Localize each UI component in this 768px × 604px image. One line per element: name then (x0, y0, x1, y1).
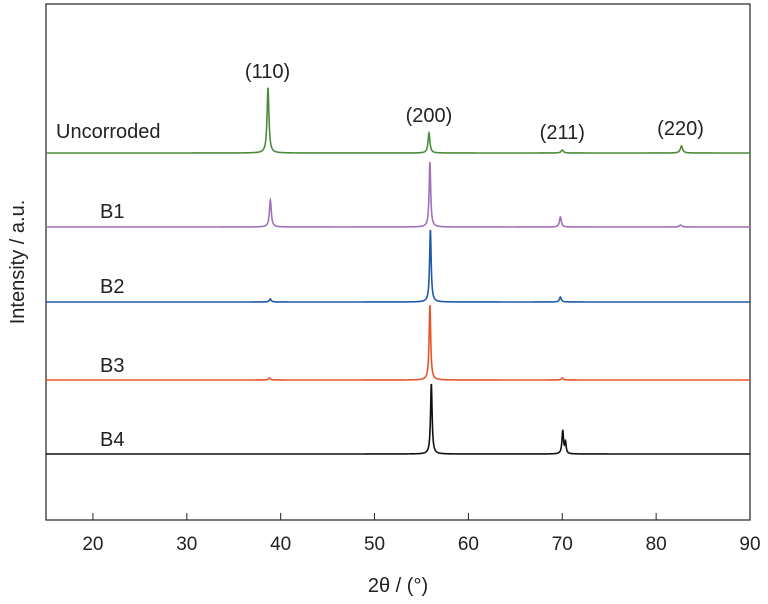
peak-label: (200) (406, 105, 453, 127)
series-lines (46, 87, 750, 455)
x-tick-label: 80 (646, 534, 667, 555)
plot-frame (45, 3, 751, 521)
series-label-b2: B2 (100, 276, 124, 298)
series-label-b3: B3 (100, 355, 124, 377)
series-label-uncorroded: Uncorroded (56, 121, 161, 143)
series-labels: Uncorroded B1 B2 B3 B4 (56, 121, 161, 451)
series-line-b4 (46, 383, 750, 455)
x-tick-label: 30 (176, 534, 197, 555)
series-line-b2 (46, 229, 750, 303)
x-axis-ticks: 20 30 40 50 60 70 80 90 (82, 513, 761, 555)
x-tick-label: 20 (82, 534, 103, 555)
x-tick-label: 90 (739, 534, 760, 555)
y-axis-title: Intensity / a.u. (7, 200, 29, 325)
series-label-b1: B1 (100, 201, 124, 223)
peak-label: (110) (245, 61, 290, 83)
series-line-b1 (46, 161, 750, 228)
x-tick-label: 70 (552, 534, 573, 555)
peak-labels: (110) (200) (211) (220) (245, 61, 704, 144)
x-tick-label: 50 (364, 534, 385, 555)
x-axis-title: 2θ / (°) (368, 575, 428, 597)
series-line-uncorroded (46, 87, 750, 154)
series-label-b4: B4 (100, 429, 124, 451)
peak-label: (220) (657, 118, 704, 140)
series-line-b3 (46, 304, 750, 381)
x-tick-label: 40 (270, 534, 291, 555)
peak-label: (211) (540, 122, 585, 144)
x-tick-label: 60 (458, 534, 479, 555)
